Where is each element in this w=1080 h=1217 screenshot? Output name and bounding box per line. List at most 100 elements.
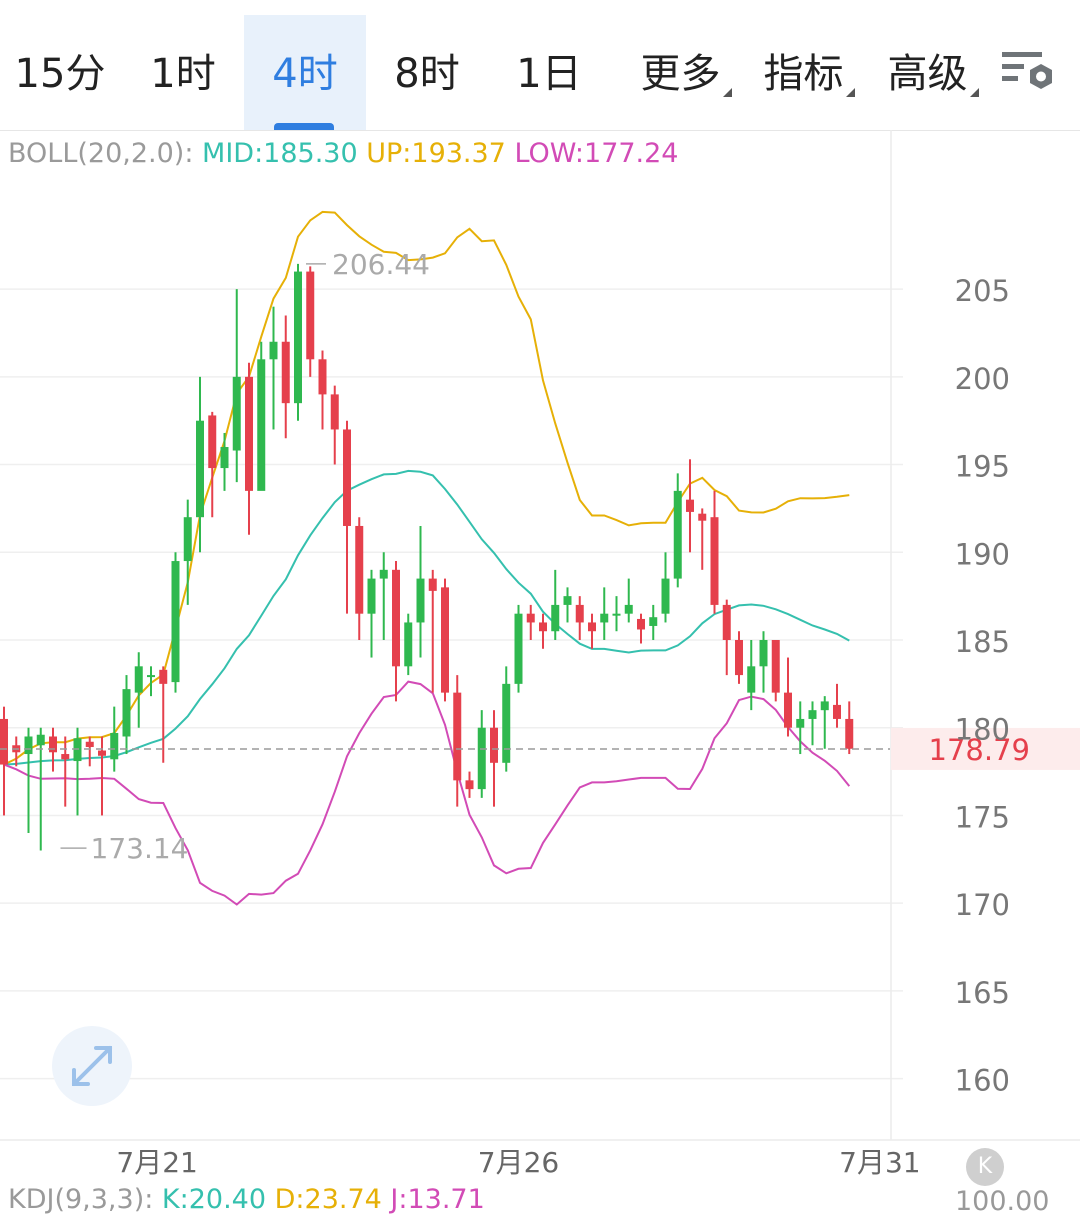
candle-body bbox=[710, 517, 719, 605]
y-tick-label: 200 bbox=[955, 362, 1010, 396]
candle-body bbox=[134, 666, 143, 693]
boll-legend: BOLL(20,2.0): MID:185.30 UP:193.37 LOW:1… bbox=[8, 138, 679, 169]
candle bbox=[306, 266, 315, 377]
candle bbox=[820, 696, 829, 749]
candle bbox=[612, 596, 621, 632]
candle-body bbox=[0, 718, 8, 765]
last-price-label: 178.79 bbox=[929, 733, 1030, 767]
candle-body bbox=[269, 341, 278, 360]
tab-label: 高级 bbox=[887, 51, 968, 97]
kdj-k: K:20.40 bbox=[161, 1184, 267, 1215]
candle bbox=[747, 640, 756, 711]
candle-body bbox=[232, 376, 241, 451]
tab-advanced[interactable]: 高级 bbox=[872, 15, 994, 130]
candle-body bbox=[171, 561, 180, 683]
candle-body bbox=[502, 683, 511, 763]
candle bbox=[490, 710, 498, 807]
high-marker-label: 206.44 bbox=[332, 248, 430, 281]
tab-more[interactable]: 更多 bbox=[625, 15, 747, 130]
candle-body bbox=[343, 429, 351, 526]
candle-body bbox=[147, 675, 155, 678]
candle-body bbox=[122, 689, 131, 737]
candle bbox=[833, 683, 841, 728]
middle-band-line bbox=[3, 469, 850, 766]
y-tick-label: 205 bbox=[955, 274, 1010, 308]
active-tab-indicator bbox=[274, 123, 334, 130]
candlestick-chart: 178.79 206.44 173.14 205 200 195 190 185 180 175… bbox=[0, 130, 1080, 1179]
y-tick-label: 170 bbox=[955, 888, 1010, 922]
y-axis: 205 200 195 190 185 180 175 170 165 160 bbox=[955, 274, 1010, 1097]
boll-low: LOW:177.24 bbox=[514, 138, 679, 169]
candle-body bbox=[833, 704, 841, 719]
candle-body bbox=[649, 617, 658, 626]
tab-8h[interactable]: 8时 bbox=[366, 15, 488, 130]
candle-body bbox=[355, 525, 364, 614]
candle-body bbox=[477, 727, 486, 790]
candle-body bbox=[294, 271, 302, 404]
tab-15min[interactable]: 15分 bbox=[0, 15, 120, 130]
bollinger-bands bbox=[3, 210, 851, 906]
grid-lines bbox=[0, 130, 1080, 1141]
tab-indicators[interactable]: 指标 bbox=[748, 15, 870, 130]
tab-1h[interactable]: 1时 bbox=[122, 15, 244, 130]
candle bbox=[526, 604, 535, 640]
k-toggle-button[interactable]: K bbox=[966, 1148, 1004, 1186]
candle-body bbox=[820, 701, 829, 711]
candle bbox=[808, 701, 817, 746]
tab-4h[interactable]: 4时 bbox=[244, 15, 366, 130]
candle bbox=[12, 736, 21, 767]
candle-body bbox=[722, 604, 731, 640]
candle bbox=[637, 613, 645, 644]
candle bbox=[759, 631, 768, 693]
candle-body bbox=[379, 569, 388, 579]
candle-body bbox=[796, 718, 805, 728]
fullscreen-button[interactable] bbox=[52, 1026, 132, 1106]
tab-1d[interactable]: 1日 bbox=[488, 15, 610, 130]
candle-body bbox=[428, 578, 437, 591]
candle bbox=[24, 727, 33, 833]
candle bbox=[392, 561, 400, 702]
candle bbox=[661, 552, 670, 623]
low-marker-label: 173.14 bbox=[91, 832, 189, 865]
y-tick-label: 190 bbox=[955, 537, 1010, 571]
candle-body bbox=[735, 640, 743, 676]
candle-body bbox=[49, 736, 57, 753]
candle bbox=[281, 315, 290, 439]
candle bbox=[269, 306, 278, 430]
chart-settings-icon[interactable] bbox=[1000, 48, 1060, 98]
kdj-name: KDJ(9,3,3): bbox=[8, 1184, 154, 1215]
candle-body bbox=[771, 640, 780, 693]
candle bbox=[257, 341, 266, 491]
candle-body bbox=[306, 271, 315, 360]
y-tick-label: 185 bbox=[955, 625, 1010, 659]
candle bbox=[465, 771, 474, 798]
candle bbox=[649, 604, 658, 640]
y-tick-label: 195 bbox=[955, 450, 1010, 484]
candle bbox=[85, 736, 94, 767]
candle-body bbox=[441, 587, 449, 693]
candle-body bbox=[61, 754, 70, 760]
candle-body bbox=[465, 780, 474, 790]
candle bbox=[220, 432, 229, 491]
candle bbox=[796, 701, 805, 755]
candle-body bbox=[159, 669, 168, 684]
candle-body bbox=[453, 692, 462, 781]
candle bbox=[61, 736, 70, 807]
candle-body bbox=[208, 415, 217, 469]
dropdown-caret-icon bbox=[969, 88, 979, 97]
candle-body bbox=[673, 490, 682, 579]
kdj-d: D:23.74 bbox=[274, 1184, 382, 1215]
candle-body bbox=[575, 604, 584, 623]
tab-label: 1日 bbox=[516, 51, 582, 97]
boll-up: UP:193.37 bbox=[366, 138, 506, 169]
candle-body bbox=[110, 732, 119, 760]
tab-label: 4时 bbox=[272, 51, 338, 97]
tab-label: 15分 bbox=[14, 51, 106, 97]
candle-body bbox=[784, 692, 792, 728]
candle-body bbox=[759, 640, 768, 667]
candle bbox=[330, 385, 339, 465]
candle bbox=[196, 376, 204, 553]
candle-body bbox=[36, 734, 45, 746]
candle bbox=[416, 525, 425, 658]
candle bbox=[318, 350, 327, 430]
